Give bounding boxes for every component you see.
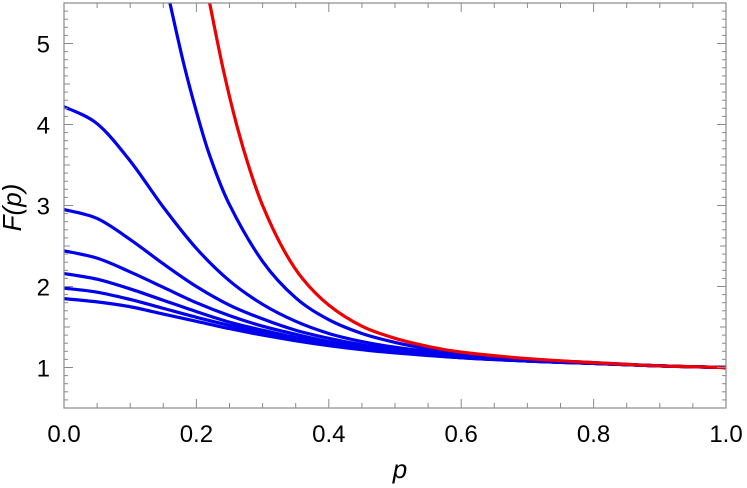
- y-tick-label: 3: [37, 194, 50, 221]
- ticks-layer: [63, 2, 727, 409]
- y-tick-label: 1: [37, 356, 50, 383]
- x-tick-label: 1.0: [709, 421, 742, 448]
- x-tick-label: 0.4: [312, 421, 345, 448]
- x-tick-label: 0.6: [445, 421, 478, 448]
- series-line-8: [208, 3, 726, 370]
- x-axis-label: p: [392, 454, 407, 484]
- y-tick-label: 2: [37, 275, 50, 302]
- series-layer: [64, 3, 726, 370]
- x-tick-label: 0.8: [577, 421, 610, 448]
- series-line-6: [64, 105, 726, 370]
- x-tick-label: 0.2: [180, 421, 213, 448]
- x-tick-label: 0.0: [47, 421, 80, 448]
- tick-labels: 0.0 0.2 0.4 0.6 0.8 1.0 1 2 3 4 5: [37, 32, 743, 449]
- y-axis-label: F(p): [0, 184, 27, 232]
- y-tick-label: 4: [37, 113, 50, 140]
- y-tick-label: 5: [37, 32, 50, 59]
